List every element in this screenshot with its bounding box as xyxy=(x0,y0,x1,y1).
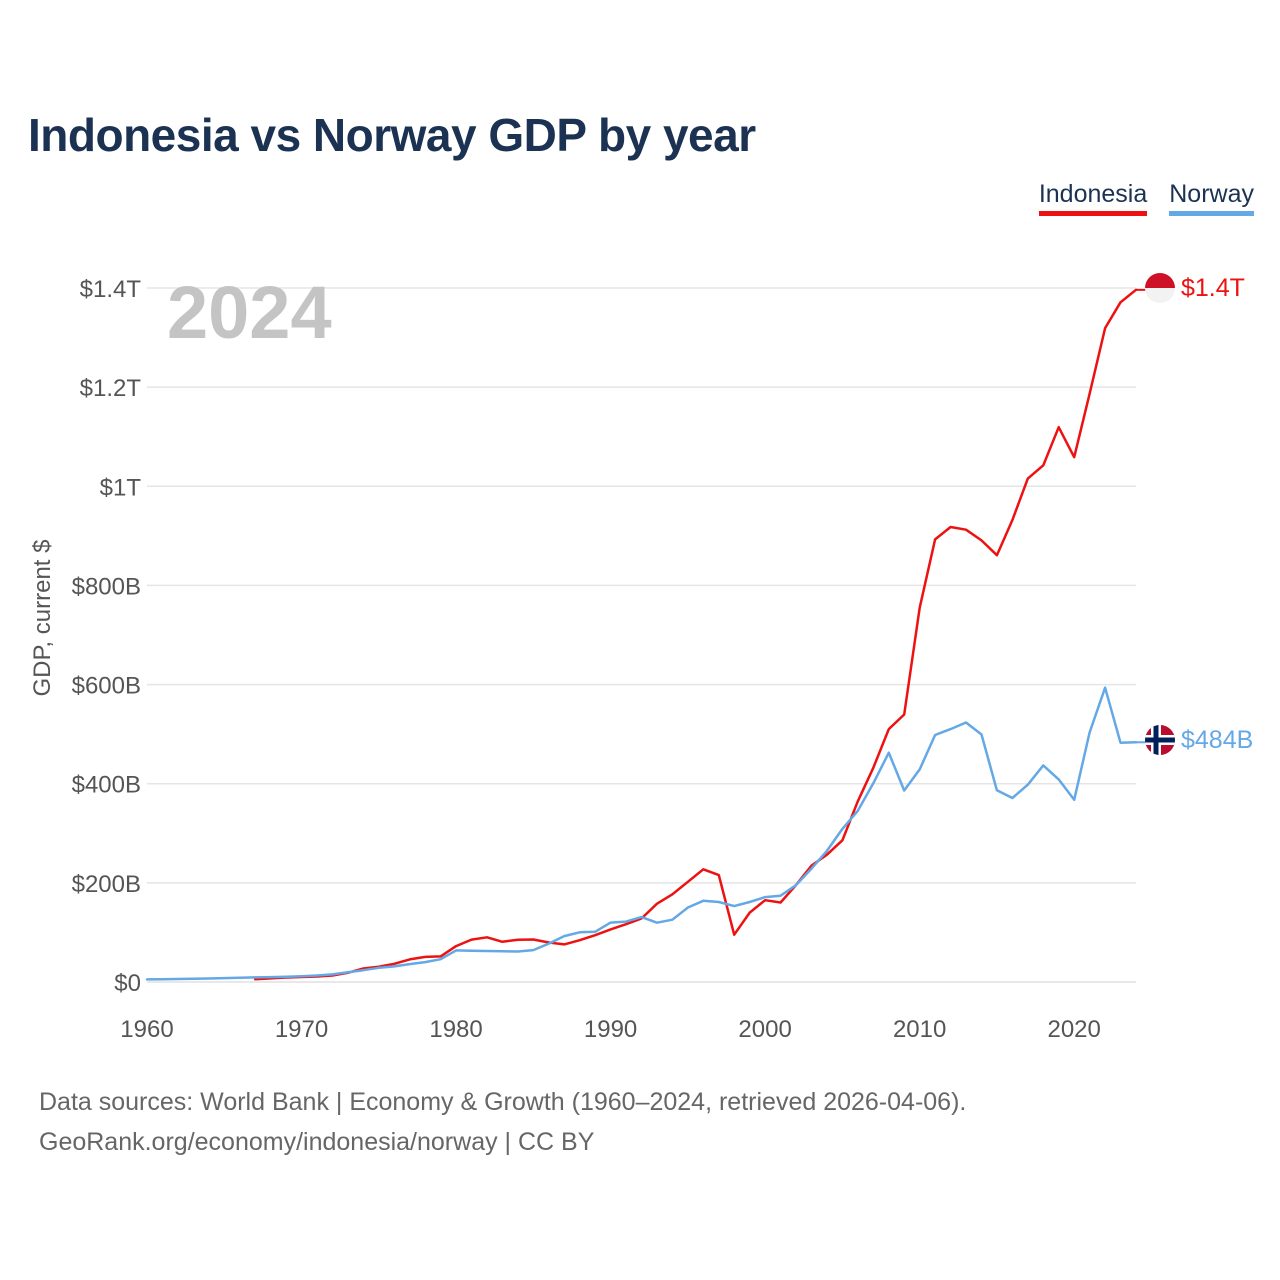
legend-item-indonesia[interactable]: Indonesia xyxy=(1038,180,1148,216)
x-tick-label: 2010 xyxy=(893,1016,946,1043)
y-tick-label: $1.4T xyxy=(80,276,142,303)
grid-lines xyxy=(147,287,1136,884)
x-tick-label: 1990 xyxy=(584,1016,637,1043)
x-tick-label: 1980 xyxy=(429,1016,482,1043)
series-line-norway[interactable] xyxy=(145,686,1138,981)
y-tick-label: $800B xyxy=(72,573,141,600)
y-axis-ticks: $0 $200B $400B $600B $800B $1T $1.2T $1.4T xyxy=(72,276,142,997)
x-tick-label: 2000 xyxy=(738,1016,791,1043)
footer-line-sources: Data sources: World Bank | Economy & Gro… xyxy=(39,1088,967,1116)
series-line-indonesia[interactable] xyxy=(253,288,1138,981)
end-label-norway: $484B xyxy=(1181,726,1253,754)
gdp-line-chart: 2024 $0 $200B $400B $600B $800B $1T $1.2T $1.4T… xyxy=(29,271,1253,1043)
y-axis-label: GDP, current $ xyxy=(29,540,56,697)
norway-flag-icon xyxy=(1145,725,1175,755)
y-tick-label: $0 xyxy=(114,970,141,997)
x-tick-label: 1970 xyxy=(275,1016,328,1043)
y-tick-label: $400B xyxy=(72,772,141,799)
chart-title: Indonesia vs Norway GDP by year xyxy=(28,109,756,161)
footer-line-license[interactable]: GeoRank.org/economy/indonesia/norway | C… xyxy=(39,1128,595,1156)
x-axis-ticks: 1960 1970 1980 1990 2000 2010 2020 xyxy=(120,1016,1101,1043)
series-lines xyxy=(145,288,1146,981)
legend: Indonesia Norway xyxy=(1038,180,1254,216)
footer-sources: Data sources: World Bank | Economy & Gro… xyxy=(39,1082,966,1162)
y-tick-label: $1.2T xyxy=(80,375,142,402)
legend-item-norway[interactable]: Norway xyxy=(1169,180,1254,216)
indonesia-flag-icon xyxy=(1145,273,1175,303)
x-tick-label: 2020 xyxy=(1047,1016,1100,1043)
y-tick-label: $600B xyxy=(72,673,141,700)
x-tick-label: 1960 xyxy=(120,1016,173,1043)
year-watermark: 2024 xyxy=(167,271,332,354)
y-tick-label: $1T xyxy=(100,474,142,501)
y-tick-label: $200B xyxy=(72,871,141,898)
end-label-indonesia: $1.4T xyxy=(1181,274,1245,302)
